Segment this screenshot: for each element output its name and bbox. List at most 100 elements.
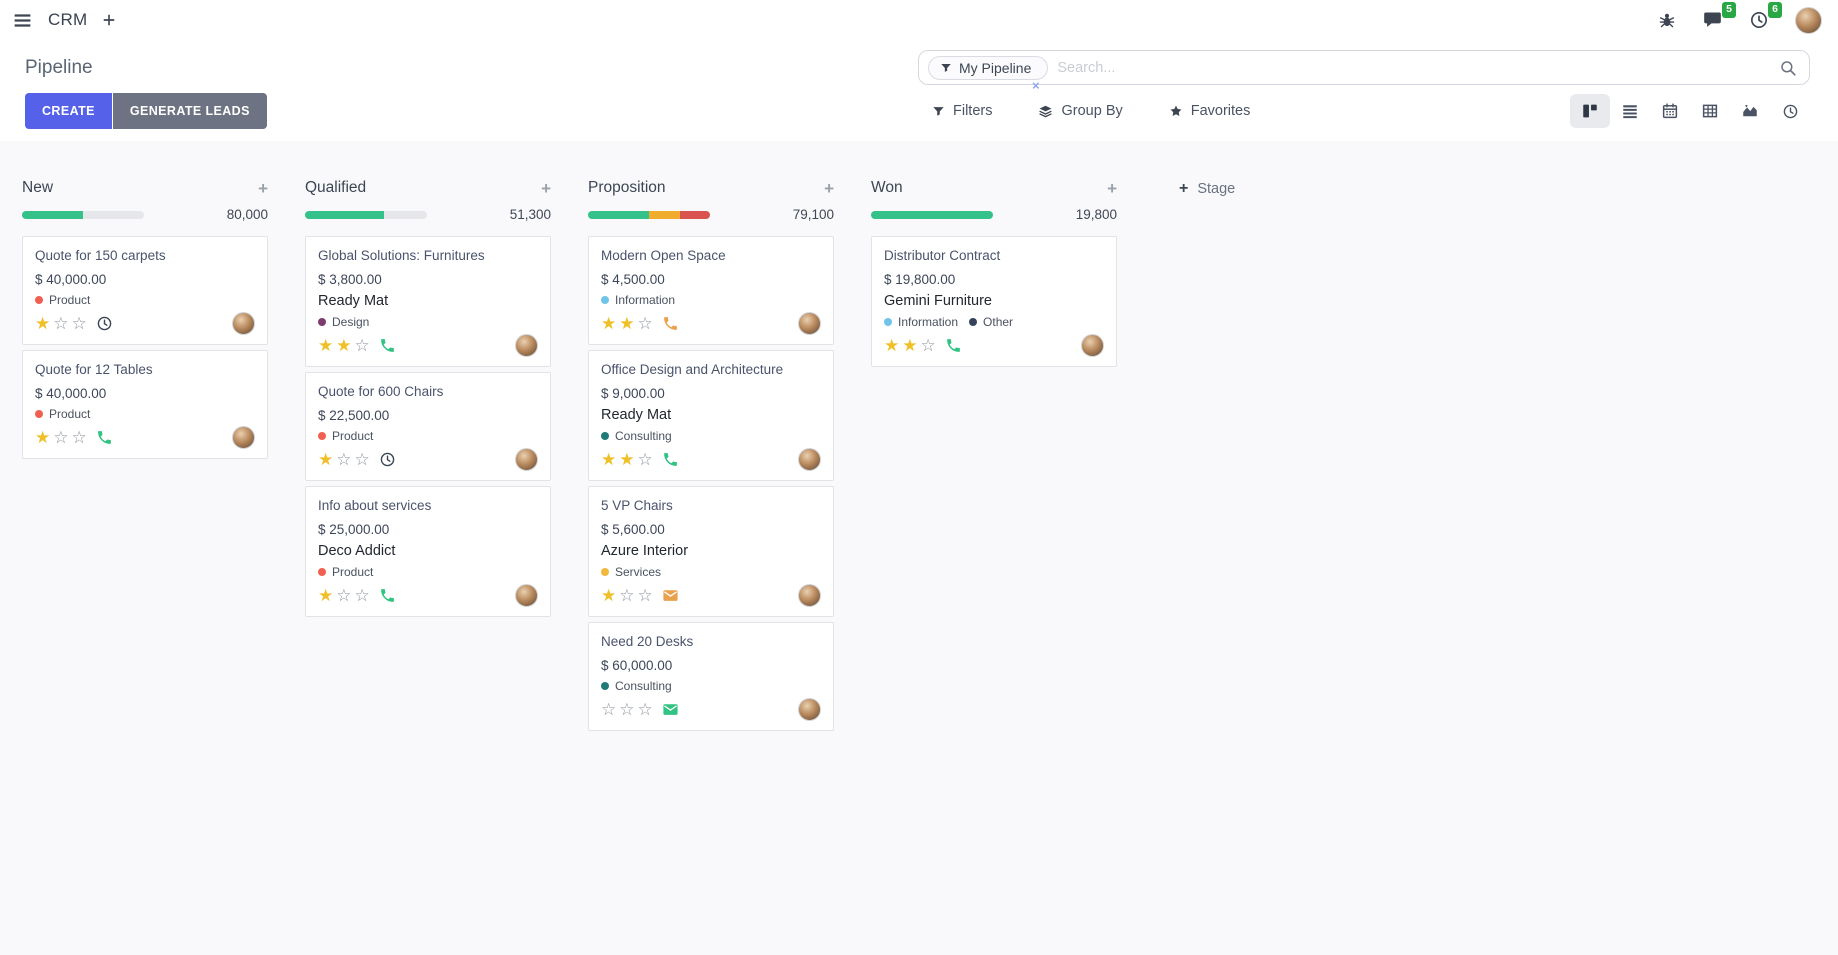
star-empty-icon[interactable]: ☆ — [619, 586, 635, 606]
card-title[interactable]: Modern Open Space — [601, 248, 726, 263]
graph-view-icon[interactable] — [1730, 94, 1770, 128]
star-empty-icon[interactable]: ☆ — [354, 450, 370, 470]
phone-activity-icon[interactable] — [662, 451, 679, 468]
user-avatar[interactable] — [1795, 6, 1822, 34]
search-facet-my-pipeline[interactable]: My Pipeline — [928, 55, 1049, 80]
column-progressbar[interactable] — [588, 210, 710, 219]
avatar[interactable] — [798, 448, 821, 472]
add-stage-button[interactable]: + Stage — [1179, 180, 1235, 198]
card-title[interactable]: Need 20 Desks — [601, 633, 694, 649]
phone-activity-icon[interactable] — [662, 315, 679, 332]
star-filled-icon[interactable]: ★ — [318, 586, 334, 606]
avatar[interactable] — [515, 448, 538, 472]
avatar[interactable] — [798, 698, 821, 721]
card-title[interactable]: Info about services — [318, 497, 432, 513]
kanban-card[interactable]: Global Solutions: Furnitures $ 3,800.00 … — [305, 236, 551, 367]
star-filled-icon[interactable]: ★ — [318, 336, 334, 356]
kanban-card[interactable]: Distributor Contract $ 19,800.00 Gemini … — [871, 236, 1117, 367]
mail-activity-icon[interactable] — [662, 587, 679, 604]
star-filled-icon[interactable]: ★ — [619, 450, 635, 470]
star-empty-icon[interactable]: ☆ — [336, 586, 352, 606]
card-title[interactable]: 5 VP Chairs — [601, 497, 673, 513]
card-title[interactable]: Quote for 150 carpets — [35, 248, 166, 263]
avatar[interactable] — [232, 426, 255, 450]
column-quick-add-icon[interactable]: + — [824, 178, 834, 198]
kanban-card[interactable]: Office Design and Architecture $ 9,000.0… — [588, 349, 834, 481]
pivot-view-icon[interactable] — [1690, 94, 1730, 128]
kanban-card[interactable]: Modern Open Space $ 4,500.00 Information… — [588, 236, 834, 345]
app-name[interactable]: CRM — [48, 10, 88, 29]
star-empty-icon[interactable]: ☆ — [71, 428, 87, 448]
column-quick-add-icon[interactable]: + — [258, 178, 268, 198]
card-title[interactable]: Quote for 600 Chairs — [318, 383, 444, 399]
search-bar[interactable]: My Pipeline × — [918, 50, 1810, 92]
new-plus-icon[interactable] — [102, 13, 116, 27]
star-filled-icon[interactable]: ★ — [902, 336, 918, 356]
progress-segment-green[interactable] — [22, 210, 83, 219]
clock-activity-icon[interactable] — [96, 315, 113, 332]
messages-icon[interactable]: 5 — [1702, 2, 1736, 30]
kanban-card[interactable]: Need 20 Desks $ 60,000.00 Consulting ☆ ☆ ☆ — [588, 621, 834, 731]
progress-segment-green[interactable] — [588, 210, 649, 219]
column-quick-add-icon[interactable]: + — [1107, 178, 1117, 198]
card-title[interactable]: Quote for 12 Tables — [35, 361, 153, 377]
card-title[interactable]: Office Design and Architecture — [601, 361, 784, 377]
filters-button[interactable]: Filters — [932, 103, 992, 119]
progress-segment-red[interactable] — [679, 210, 710, 219]
kanban-card[interactable]: Quote for 600 Chairs $ 22,500.00 Product… — [305, 371, 551, 481]
star-empty-icon[interactable]: ☆ — [637, 314, 653, 334]
star-empty-icon[interactable]: ☆ — [637, 700, 653, 719]
calendar-view-icon[interactable] — [1650, 94, 1690, 128]
group-by-button[interactable]: Group By — [1038, 103, 1123, 119]
clock-activity-icon[interactable] — [379, 451, 396, 468]
activity-clock-icon[interactable]: 6 — [1749, 2, 1782, 30]
favorites-button[interactable]: Favorites — [1169, 103, 1250, 119]
star-filled-icon[interactable]: ★ — [884, 336, 900, 356]
card-title[interactable]: Global Solutions: Furnitures — [318, 248, 485, 263]
progress-segment-yellow[interactable] — [649, 210, 680, 219]
star-empty-icon[interactable]: ☆ — [354, 336, 370, 356]
phone-activity-icon[interactable] — [945, 337, 962, 354]
kanban-view-icon[interactable] — [1570, 94, 1610, 128]
phone-activity-icon[interactable] — [379, 337, 396, 354]
star-empty-icon[interactable]: ☆ — [637, 450, 653, 470]
star-filled-icon[interactable]: ★ — [318, 450, 334, 470]
star-filled-icon[interactable]: ★ — [619, 314, 635, 334]
star-empty-icon[interactable]: ☆ — [53, 428, 69, 448]
column-title[interactable]: Qualified — [305, 179, 367, 196]
bug-icon[interactable] — [1658, 10, 1676, 30]
search-input[interactable] — [1057, 59, 1779, 76]
mail-activity-icon[interactable] — [662, 701, 679, 718]
column-progressbar[interactable] — [22, 210, 144, 219]
progress-segment-green[interactable] — [305, 210, 385, 219]
card-title[interactable]: Distributor Contract — [884, 248, 1001, 263]
kanban-card[interactable]: Quote for 150 carpets $ 40,000.00 Produc… — [22, 236, 268, 345]
phone-activity-icon[interactable] — [379, 587, 396, 604]
star-empty-icon[interactable]: ☆ — [53, 314, 69, 334]
star-empty-icon[interactable]: ☆ — [920, 336, 936, 356]
column-title[interactable]: Won — [871, 179, 903, 196]
column-progressbar[interactable] — [305, 210, 427, 219]
star-empty-icon[interactable]: ☆ — [637, 586, 653, 606]
star-empty-icon[interactable]: ☆ — [336, 450, 352, 470]
star-filled-icon[interactable]: ★ — [601, 314, 617, 334]
activity-view-icon[interactable] — [1770, 94, 1810, 128]
column-title[interactable]: Proposition — [588, 179, 666, 196]
avatar[interactable] — [1081, 334, 1104, 358]
star-filled-icon[interactable]: ★ — [601, 450, 617, 470]
apps-menu-icon[interactable] — [12, 10, 33, 31]
column-quick-add-icon[interactable]: + — [541, 178, 551, 198]
star-filled-icon[interactable]: ★ — [336, 336, 352, 356]
star-filled-icon[interactable]: ★ — [35, 314, 51, 334]
star-empty-icon[interactable]: ☆ — [71, 314, 87, 334]
column-progressbar[interactable] — [871, 210, 993, 219]
star-empty-icon[interactable]: ☆ — [601, 700, 617, 719]
list-view-icon[interactable] — [1610, 94, 1650, 128]
avatar[interactable] — [232, 312, 255, 336]
avatar[interactable] — [515, 584, 538, 608]
kanban-card[interactable]: Quote for 12 Tables $ 40,000.00 Product … — [22, 349, 268, 459]
create-button[interactable]: CREATE — [25, 93, 112, 129]
generate-leads-button[interactable]: GENERATE LEADS — [112, 93, 267, 129]
kanban-card[interactable]: 5 VP Chairs $ 5,600.00 Azure Interior Se… — [588, 485, 834, 617]
search-icon[interactable] — [1779, 59, 1797, 77]
